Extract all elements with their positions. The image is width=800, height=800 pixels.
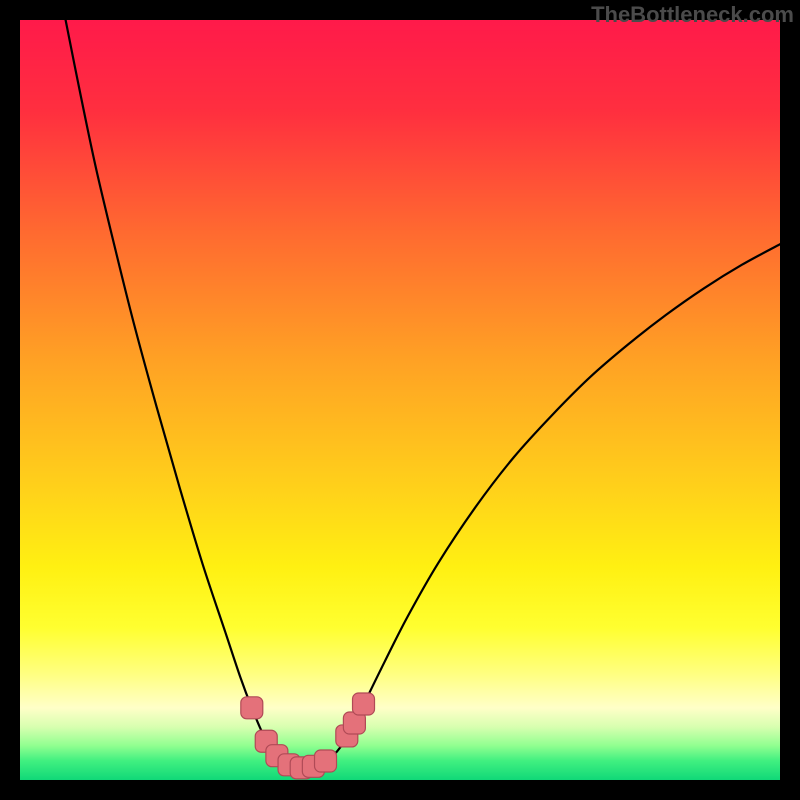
marker-point <box>353 693 375 715</box>
chart-background <box>20 20 780 780</box>
bottleneck-chart <box>20 20 780 780</box>
chart-plot-area <box>20 20 780 780</box>
watermark-text: TheBottleneck.com <box>591 2 794 28</box>
marker-point <box>241 697 263 719</box>
marker-point <box>315 750 337 772</box>
